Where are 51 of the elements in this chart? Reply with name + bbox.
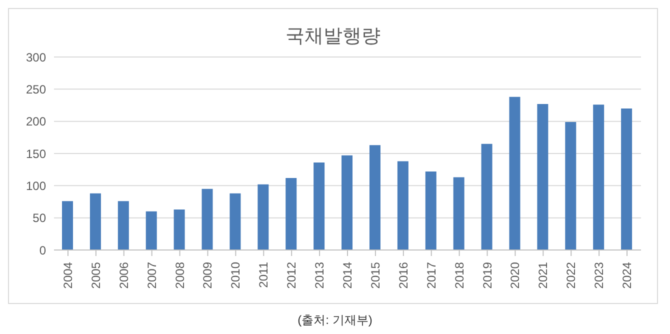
x-tick-label: 2009 (200, 262, 215, 289)
x-tick-label: 2006 (116, 262, 131, 289)
x-tick-label: 2021 (536, 262, 550, 289)
text: (출처: 기재부) (296, 312, 374, 329)
x-tick-label: 2020 (508, 262, 522, 289)
x-tick-label: 2010 (228, 262, 243, 289)
bar (118, 201, 129, 250)
x-tick-label: 2019 (480, 262, 494, 289)
x-tick-label: 2015 (368, 262, 382, 289)
x-tick-label: 2022 (564, 262, 578, 289)
y-tick-label: 100 (26, 178, 46, 193)
bar (565, 122, 576, 250)
x-tick-label: 2012 (284, 262, 299, 289)
bar (258, 184, 269, 250)
bar (342, 155, 353, 250)
x-tick-label: 2004 (60, 262, 75, 289)
bar (621, 108, 632, 250)
bar (509, 96, 520, 250)
bar (369, 145, 380, 250)
x-tick-label: 2005 (88, 262, 103, 289)
bar (314, 162, 325, 250)
x-tick-label: 2008 (172, 262, 187, 289)
y-tick-label: 200 (26, 114, 46, 129)
x-tick-label: 2023 (592, 262, 606, 289)
bar (425, 172, 436, 250)
bar (146, 211, 157, 250)
y-tick-label: 0 (39, 243, 46, 258)
x-tick-label: 2017 (424, 262, 438, 289)
chart-title: 국채발행량 (284, 25, 382, 49)
bar (481, 144, 492, 250)
bar (453, 177, 464, 250)
x-tick-label: 2018 (452, 262, 466, 289)
bar (593, 104, 604, 250)
bar (174, 209, 185, 250)
x-tick-label: 2011 (256, 262, 271, 288)
y-tick-label: 50 (32, 211, 46, 226)
x-tick-label: 2013 (312, 262, 327, 289)
x-tick-label: 2024 (620, 262, 634, 289)
bar (230, 193, 241, 250)
bar (286, 178, 297, 250)
bar (62, 201, 73, 250)
y-tick-label: 150 (26, 146, 46, 161)
y-tick-label: 300 (26, 50, 46, 64)
x-tick-label: 2007 (144, 262, 159, 289)
x-tick-label: 2014 (340, 262, 354, 289)
bar (397, 161, 408, 250)
x-tick-label: 2016 (396, 262, 410, 289)
bar (202, 188, 213, 250)
bar (90, 193, 101, 250)
y-tick-label: 250 (26, 82, 46, 96)
bar (537, 104, 548, 250)
